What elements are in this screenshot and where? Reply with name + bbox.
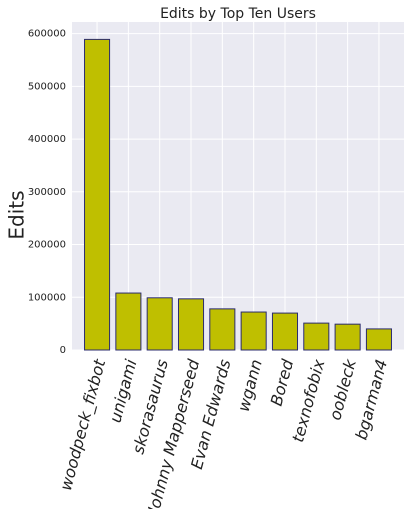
bar — [240, 311, 267, 351]
bar — [365, 328, 392, 351]
y-tick-label: 600000 — [28, 29, 66, 40]
bar — [177, 298, 205, 351]
y-tick-label: 400000 — [28, 134, 66, 145]
chart-title: Edits by Top Ten Users — [160, 6, 316, 22]
x-tick-label: unigami — [105, 357, 140, 425]
x-tick-label: Bored — [267, 356, 298, 407]
y-axis-label: Edits — [5, 190, 29, 239]
y-tick-label: 500000 — [28, 81, 66, 92]
bar — [209, 308, 236, 351]
y-tick-label: 200000 — [28, 240, 66, 251]
y-tick-label: 0 — [60, 345, 66, 356]
bar — [84, 38, 111, 351]
y-tick-label: 100000 — [28, 292, 66, 303]
bar — [303, 322, 330, 351]
bar — [271, 312, 299, 351]
y-tick-label: 300000 — [28, 187, 66, 198]
bar — [334, 323, 361, 351]
x-tick-label: woodpeck_fixbot — [56, 357, 110, 493]
bar — [146, 297, 173, 351]
x-tick-label: wgann — [234, 357, 266, 413]
bar — [115, 292, 142, 351]
x-tick-label: oobleck — [325, 357, 360, 423]
